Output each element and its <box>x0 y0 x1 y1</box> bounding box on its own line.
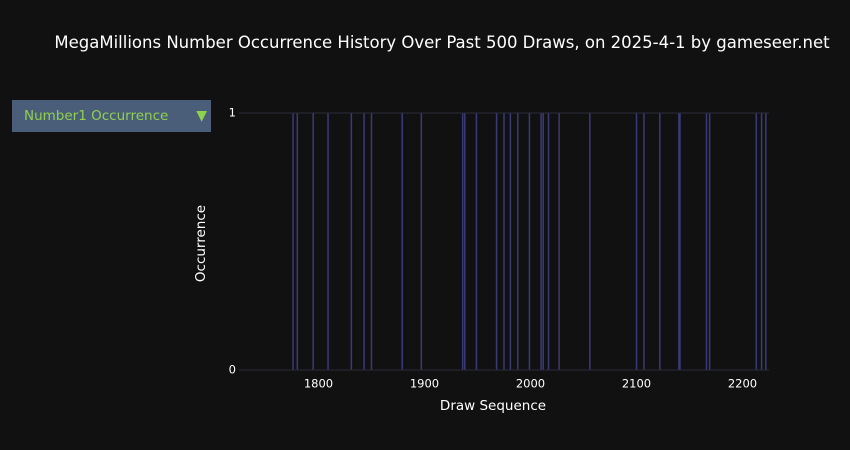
bar-draw-2141 <box>679 113 681 370</box>
bar-draw-1843 <box>363 113 365 370</box>
bar-draw-1831 <box>350 113 353 370</box>
y-tick-label: 1 <box>229 106 236 120</box>
bar-draw-2056 <box>589 113 591 370</box>
bar-draw-1938 <box>464 113 466 370</box>
bar-draw-2017 <box>547 113 550 370</box>
x-tick-label: 2200 <box>728 377 757 391</box>
bars-group <box>292 113 767 370</box>
dropdown-selected-label: Number1 Occurrence <box>24 108 169 124</box>
bar-draw-2213 <box>755 113 758 370</box>
bar-draw-2027 <box>558 113 560 370</box>
bar-draw-1981 <box>509 113 512 370</box>
bar-draw-2012 <box>542 113 544 370</box>
bar-draw-1968 <box>495 113 498 370</box>
bar-draw-2122 <box>659 113 661 370</box>
bar-draw-2218 <box>760 113 763 370</box>
bar-draw-2010 <box>540 113 542 370</box>
bar-draw-1809 <box>327 113 329 370</box>
bar-draw-1999 <box>528 113 531 370</box>
bar-draw-2222 <box>765 113 767 370</box>
number-select-dropdown[interactable]: Number1 Occurrence ▼ <box>12 100 211 132</box>
bar-draw-1780 <box>296 113 299 370</box>
bar-draw-1975 <box>503 113 505 370</box>
x-tick-label: 2100 <box>622 377 651 391</box>
bar-draw-2140 <box>678 113 680 370</box>
bar-draw-2100 <box>635 113 638 370</box>
bar-draw-2169 <box>708 113 711 370</box>
bar-draw-1850 <box>370 113 373 370</box>
bar-draw-1897 <box>420 113 423 370</box>
axes-group: 1800 1900 2000 2100 2200 0 1 Draw Sequence Occur… <box>193 106 769 414</box>
bar-draw-1988 <box>517 113 519 370</box>
x-tick-label: 1900 <box>410 377 439 391</box>
bar-draw-2166 <box>705 113 708 370</box>
bar-draw-1879 <box>401 113 403 370</box>
bar-draw-2107 <box>643 113 645 370</box>
bar-draw-1795 <box>312 113 314 370</box>
chart-title: MegaMillions Number Occurrence History O… <box>54 33 830 52</box>
bar-draw-1949 <box>475 113 478 370</box>
x-tick-label: 1800 <box>304 377 333 391</box>
y-tick-label: 0 <box>229 363 236 377</box>
bar-draw-1936 <box>461 113 464 370</box>
x-tick-label: 2000 <box>516 377 545 391</box>
x-axis-label: Draw Sequence <box>440 398 546 414</box>
y-axis-label: Occurrence <box>193 205 209 282</box>
triangle-down-icon: ▼ <box>196 108 207 124</box>
bar-draw-1776 <box>292 113 294 370</box>
